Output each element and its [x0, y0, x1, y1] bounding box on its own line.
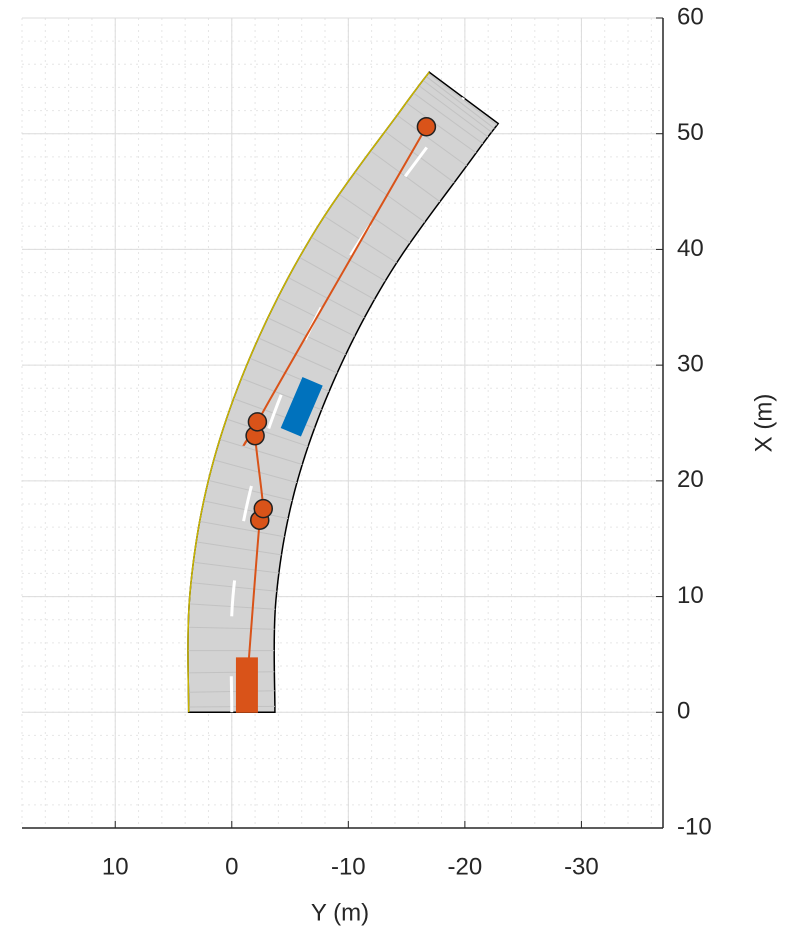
trajectory — [242, 126, 428, 685]
road-center-line — [229, 96, 465, 713]
y-tick-label: 30 — [677, 350, 704, 377]
road-stripe — [354, 171, 426, 223]
y-tick-label: 50 — [677, 119, 704, 146]
waypoint — [247, 412, 268, 432]
waypoint — [253, 498, 273, 519]
y-tick-label: 0 — [677, 698, 690, 725]
waypoint — [416, 117, 437, 137]
road-stripe — [258, 337, 338, 374]
road-stripe — [196, 541, 282, 556]
y-tick-label: 40 — [677, 235, 704, 262]
y-tick-label: -10 — [677, 813, 712, 840]
vehicle — [280, 377, 323, 437]
road-stripe — [288, 277, 365, 319]
y-tick-label: 20 — [677, 466, 704, 493]
x-axis-label: Y (m) — [311, 899, 369, 926]
road-stripe — [199, 520, 285, 538]
road-stripe — [226, 418, 309, 447]
road-stripe — [193, 561, 279, 574]
x-tick-label: 10 — [102, 853, 129, 880]
road-stripe — [422, 79, 492, 133]
road-stripe — [396, 114, 467, 167]
plot-area — [21, 17, 663, 829]
road-stripe — [405, 102, 477, 154]
road-stripe — [188, 626, 275, 630]
road-stripe — [219, 438, 303, 465]
road-stripe — [188, 671, 275, 674]
x-tick-label: -10 — [331, 853, 366, 880]
y-tick-label: 60 — [677, 3, 704, 30]
x-tick-label: 0 — [225, 853, 238, 880]
road-stripe — [213, 459, 298, 484]
vehicle — [235, 657, 258, 713]
road — [187, 71, 500, 714]
road-stripe — [413, 92, 484, 145]
x-tick-label: -30 — [564, 853, 599, 880]
y-axis-label: X (m) — [750, 394, 777, 453]
y-tick-label: 10 — [677, 582, 704, 609]
road-edge-yellow — [187, 71, 430, 713]
road-stripe — [425, 75, 495, 129]
road-stripe — [310, 236, 386, 282]
road-stripe — [418, 85, 489, 138]
road-stripe — [299, 256, 375, 300]
x-tick-label: -20 — [448, 853, 483, 880]
